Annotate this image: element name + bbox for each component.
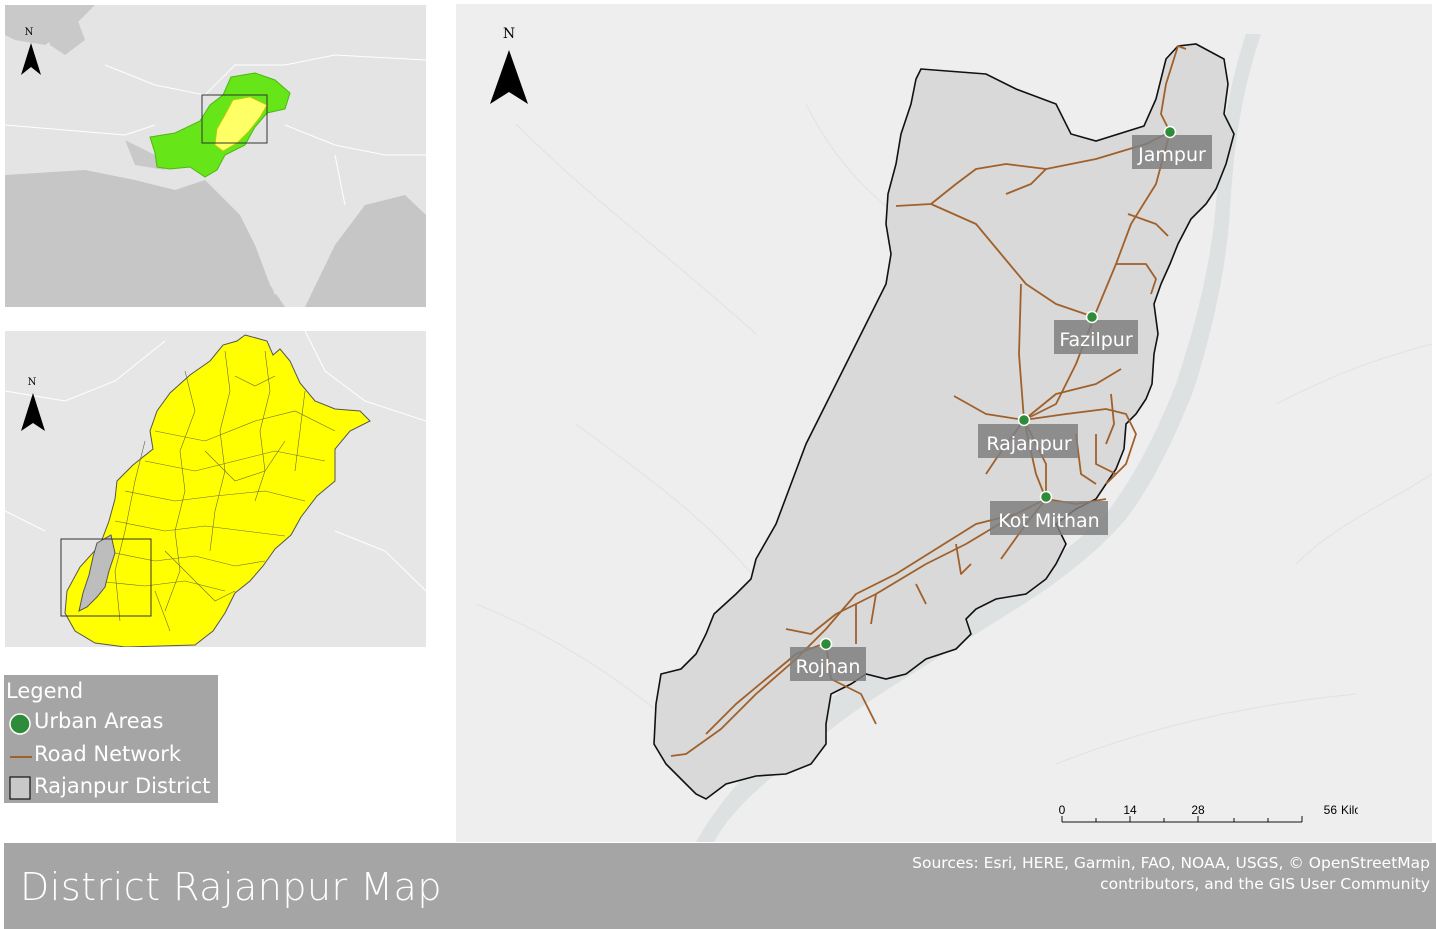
scale-tick-label: 0 [1059,803,1066,817]
road-line-symbol [10,756,32,758]
road-segment [1105,393,1115,445]
arabian-sea [5,170,285,307]
punjab-province-shape [64,334,371,647]
road-segment [1127,213,1169,237]
scale-tick-label: 28 [1191,803,1205,817]
scale-tick-label: 14 [1123,803,1137,817]
road-segment [1005,168,1047,195]
road-segment [1116,263,1157,295]
road-segment [1095,434,1117,475]
road-segment [915,583,927,605]
urban-area-point [1039,490,1053,504]
tehsil-boundaries [94,350,336,632]
north-arrow: N [490,26,528,104]
main-map-svg: Jampur Fazilpur Rajanpur Kot Mithan Rojh… [456,4,1432,842]
sea-shape [45,13,85,55]
title-bar: District Rajanpur Map Sources: Esri, HER… [4,843,1436,929]
inset-map-region: N [5,5,426,307]
attribution-line: contributors, and the GIS User Community [1100,875,1430,893]
road-segment [930,203,1095,318]
urban-area-point [819,637,833,651]
road-segment [870,593,877,625]
urban-area-point [1085,310,1099,324]
country-borders [5,54,426,206]
north-letter: N [503,26,515,42]
scale-bar: 0 14 28 56 Kilometers [1058,802,1358,832]
main-map: Jampur Fazilpur Rajanpur Kot Mithan Rojh… [456,4,1432,842]
road-segment [1023,368,1122,421]
scale-unit-label: Kilometers [1341,803,1358,817]
town-label: Rajanpur [986,433,1071,455]
road-segment [1018,283,1025,421]
town-jampur: Jampur [1132,125,1212,169]
scale-tick-label: 56 [1324,803,1338,817]
district-polygon-symbol [9,776,31,800]
legend-title: Legend [6,679,84,703]
rajanpur-district-shape [78,534,116,612]
town-label: Rojhan [796,656,861,678]
road-segment [1160,45,1187,133]
extent-box [60,538,152,617]
urban-area-point [1017,413,1031,427]
north-arrow: N [21,377,45,431]
town-label: Kot Mithan [998,510,1099,532]
town-rojhan: Rojhan [790,637,866,681]
legend-label: Urban Areas [34,709,164,733]
town-kot-mithan: Kot Mithan [990,490,1108,535]
town-label: Jampur [1137,144,1206,166]
road-segment [953,395,1025,421]
north-letter: N [28,377,37,388]
north-letter: N [25,27,34,38]
region-map-svg: N [5,5,426,307]
north-arrow: N [21,27,41,75]
road-segment [1023,131,1171,421]
gulf-shape [125,140,165,170]
scale-bar-svg: 0 14 28 56 Kilometers [1059,803,1358,823]
extent-box [201,94,268,144]
road-segment [955,543,972,575]
urban-area-symbol [9,713,31,735]
legend: Legend Urban Areas Road Network Rajanpur… [4,675,218,803]
attribution-text: Sources: Esri, HERE, Garmin, FAO, NOAA, … [830,853,1430,895]
town-fazilpur: Fazilpur [1054,310,1138,354]
province-map-svg: N [5,331,426,647]
urban-area-point [1163,125,1177,139]
road-segment [1023,408,1137,485]
india-peninsula [205,165,335,295]
background-borders [5,331,426,592]
attribution-line: Sources: Esri, HERE, Garmin, FAO, NOAA, … [912,854,1430,872]
map-title: District Rajanpur Map [20,865,442,909]
bay-of-bengal [305,195,426,307]
road-segment [895,131,1171,207]
inset-map-province: N [5,331,426,647]
legend-label: Rajanpur District [34,774,211,798]
town-rajanpur: Rajanpur [978,413,1078,458]
rajanpur-district-boundary [653,43,1235,800]
town-label: Fazilpur [1059,329,1132,351]
legend-label: Road Network [34,742,182,766]
